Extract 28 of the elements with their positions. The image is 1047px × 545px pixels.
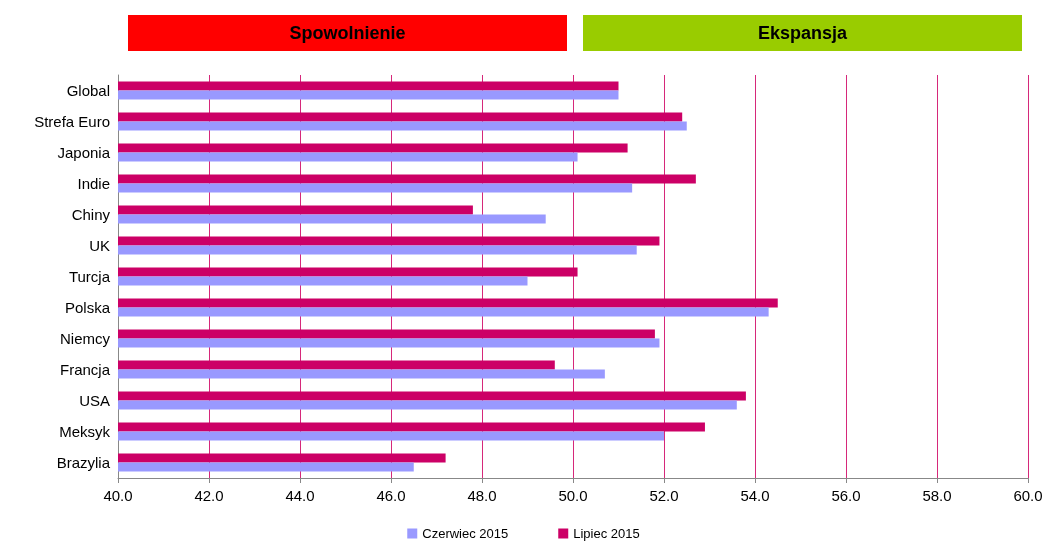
y-tick-label: Polska <box>64 299 111 316</box>
text: Spowolnienie <box>289 23 406 43</box>
x-tick-label: 46.0 <box>376 487 406 504</box>
x-tick-label: 42.0 <box>194 487 224 504</box>
y-tick-label: Japonia <box>57 144 111 161</box>
x-tick-label: 56.0 <box>831 487 861 504</box>
legend-label: Lipiec 2015 <box>573 526 640 541</box>
x-tick-label: 58.0 <box>922 487 952 504</box>
y-tick-label: Turcja <box>68 268 111 285</box>
y-tick-label: Chiny <box>71 206 111 223</box>
y-tick-label: Brazylia <box>56 454 111 471</box>
y-tick-label: Indie <box>77 175 110 192</box>
x-tick-label: 60.0 <box>1013 487 1043 504</box>
x-tick-label: 48.0 <box>467 487 497 504</box>
x-tick-label: 50.0 <box>558 487 588 504</box>
x-tick-label: 40.0 <box>103 487 133 504</box>
y-tick-label: UK <box>89 237 110 254</box>
y-tick-label: Francja <box>59 361 111 378</box>
x-tick-label: 54.0 <box>740 487 770 504</box>
y-tick-label: Meksyk <box>59 423 111 440</box>
y-tick-label: Global <box>66 82 110 99</box>
y-tick-label: USA <box>79 392 110 409</box>
y-tick-label: Niemcy <box>59 330 111 347</box>
x-tick-label: 52.0 <box>649 487 679 504</box>
legend-label: Czerwiec 2015 <box>422 526 509 541</box>
text: Ekspansja <box>757 23 849 43</box>
x-tick-label: 44.0 <box>285 487 315 504</box>
y-tick-label: Strefa Euro <box>34 113 110 130</box>
